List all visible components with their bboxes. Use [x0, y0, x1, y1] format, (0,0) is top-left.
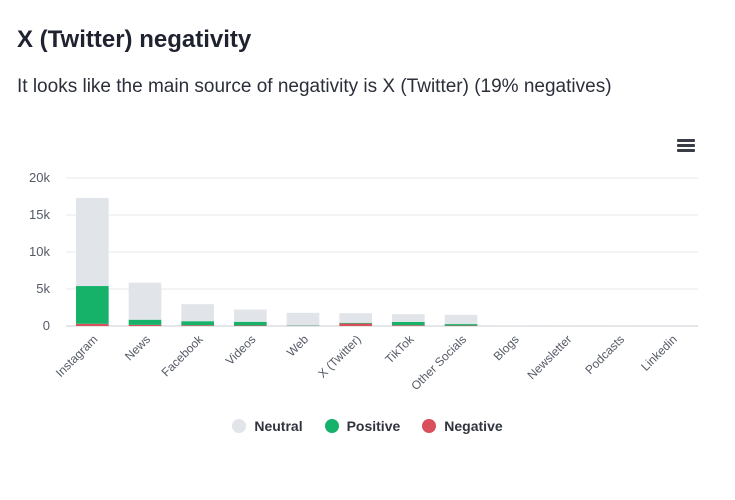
y-tick-label: 10k	[29, 244, 50, 259]
legend-item-negative[interactable]: Negative	[422, 418, 503, 434]
menu-bar	[677, 139, 695, 142]
bar-negative[interactable]	[181, 325, 214, 326]
bar-neutral[interactable]	[181, 304, 214, 322]
x-tick-label: Other Socials	[408, 332, 469, 393]
x-tick-label: News	[122, 332, 153, 363]
stacked-bar-chart: 0 5k 10k 15k 20k Instagram News Facebook Videos…	[29, 170, 698, 394]
legend-dot-positive	[324, 419, 339, 433]
legend-label-positive: Positive	[346, 418, 401, 434]
menu-bar	[677, 149, 695, 152]
legend-item-positive[interactable]: Positive	[324, 418, 401, 434]
bar-positive[interactable]	[181, 321, 214, 326]
bar-negative[interactable]	[128, 324, 162, 326]
x-tick-label: Instagram	[53, 332, 101, 380]
x-tick-label: Facebook	[159, 332, 207, 380]
grid-lines	[66, 177, 698, 327]
hamburger-menu-icon[interactable]	[672, 134, 700, 158]
legend-label-neutral: Neutral	[254, 418, 303, 434]
x-tick-label: Web	[284, 332, 311, 359]
bar-neutral[interactable]	[392, 314, 425, 322]
legend-label-negative: Negative	[444, 418, 503, 434]
y-tick-label: 0	[43, 318, 50, 333]
bar-neutral[interactable]	[286, 312, 320, 326]
bar-negative[interactable]	[234, 325, 267, 326]
x-tick-label: Linkedin	[638, 332, 680, 374]
bar-negative[interactable]	[392, 325, 425, 326]
bar-positive[interactable]	[392, 321, 425, 326]
y-tick-label: 5k	[36, 281, 50, 296]
menu-bar	[677, 144, 695, 147]
bar-negative[interactable]	[339, 323, 372, 326]
legend: Neutral Positive Negative	[0, 418, 735, 434]
x-tick-label: Blogs	[491, 332, 522, 363]
bar-neutral[interactable]	[76, 197, 109, 287]
x-tick-label: Podcasts	[582, 332, 627, 377]
bar-neutral[interactable]	[444, 314, 478, 325]
bar-positive[interactable]	[234, 321, 267, 326]
x-tick-label: Newsletter	[524, 332, 574, 382]
x-tick-label: TikTok	[382, 332, 417, 367]
bar-neutral[interactable]	[128, 282, 162, 320]
chart-subtitle: It looks like the main source of negativ…	[17, 76, 612, 97]
bars	[76, 197, 688, 326]
bar-negative[interactable]	[76, 323, 109, 326]
bar-positive[interactable]	[339, 322, 372, 324]
x-axis-labels: Instagram News Facebook Videos Web X (Twitter…	[53, 332, 680, 394]
bar-positive[interactable]	[128, 319, 162, 325]
y-axis-labels: 0 5k 10k 15k 20k	[29, 170, 50, 333]
bar-positive[interactable]	[76, 286, 109, 324]
y-tick-label: 20k	[29, 170, 50, 185]
legend-dot-negative	[422, 419, 437, 433]
bar-positive[interactable]	[444, 324, 478, 326]
legend-item-neutral[interactable]: Neutral	[232, 418, 303, 434]
y-tick-label: 15k	[29, 207, 50, 222]
x-tick-label: X (Twitter)	[315, 332, 364, 381]
chart-title: X (Twitter) negativity	[17, 26, 252, 53]
bar-neutral[interactable]	[339, 313, 372, 323]
bar-neutral[interactable]	[234, 309, 267, 322]
legend-dot-neutral	[232, 419, 247, 433]
x-tick-label: Videos	[223, 332, 259, 368]
